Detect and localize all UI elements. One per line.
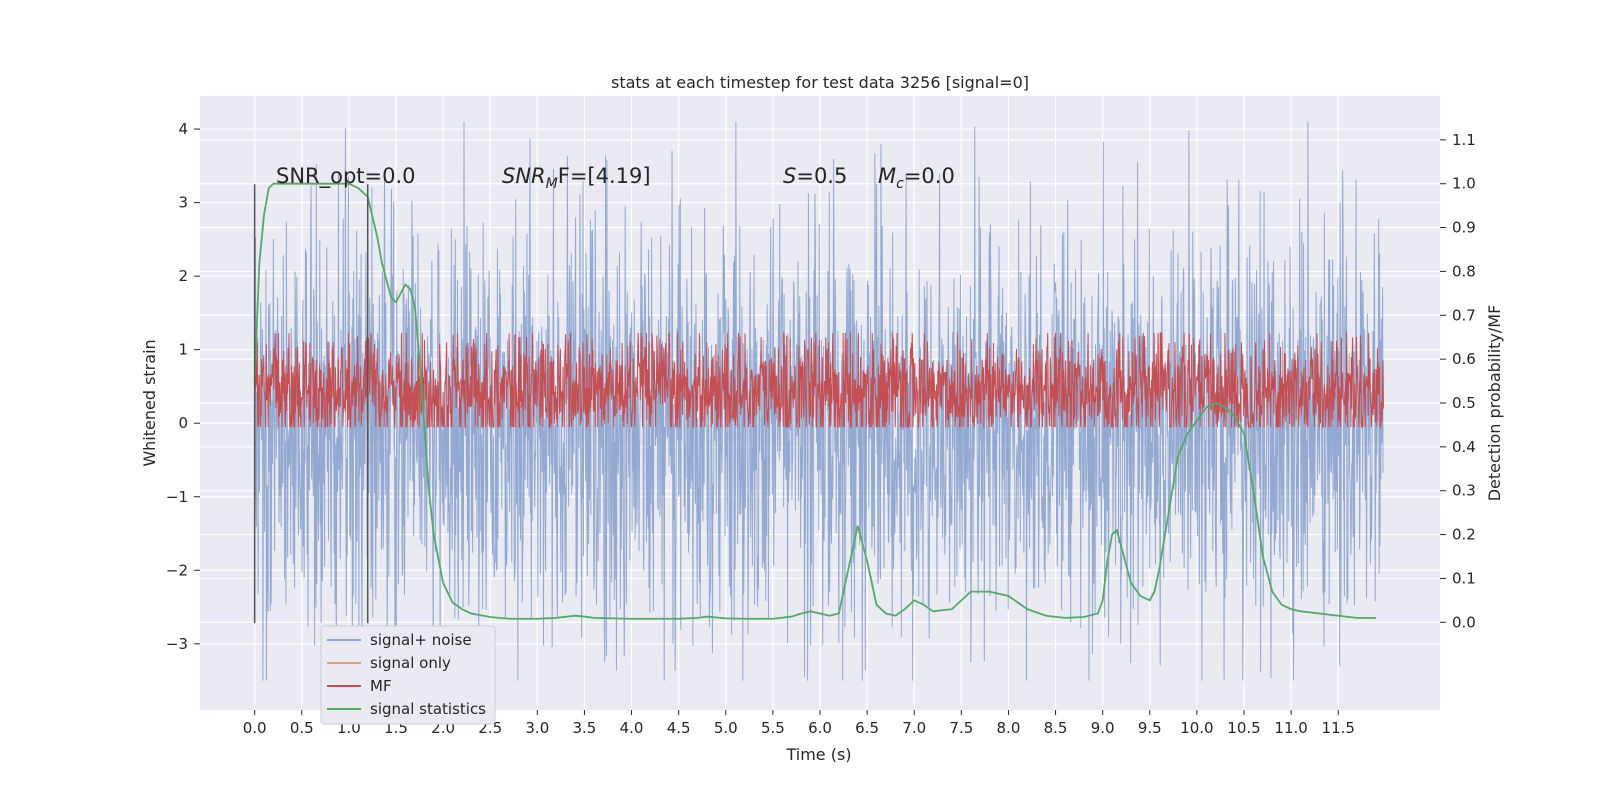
x-tick-label: 3.0 [525, 719, 549, 737]
x-tick-label: 3.5 [573, 719, 597, 737]
y-tick-label-left: 4 [178, 120, 188, 138]
y-tick-label-right: 0.8 [1452, 262, 1476, 280]
y-tick-label-right: 1.1 [1452, 131, 1476, 149]
x-tick-label: 0.5 [290, 719, 314, 737]
x-tick-label: 5.0 [714, 719, 738, 737]
x-tick-label: 8.0 [997, 719, 1021, 737]
series-signal-statistics [253, 182, 1376, 620]
y-tick-label-right: 0.0 [1452, 613, 1476, 631]
y-tick-label-right: 0.7 [1452, 306, 1476, 324]
legend-label-mf: MF [370, 677, 392, 695]
x-axis-label: Time (s) [785, 745, 851, 764]
x-tick-label: 4.5 [667, 719, 691, 737]
annotation-snr-opt: SNR_opt=0.0 [276, 164, 416, 189]
ticks: 0.0 0.5 1.0 1.5 2.0 2.5 3.0 3.5 4.0 4.5 5.0 5.5 6.0 6… [166, 120, 1476, 737]
annotation-s: S=0.5 [783, 164, 847, 188]
annotation-snr-mf-rest: F=[4.19] [558, 164, 651, 188]
annotation-s-rest: =0.5 [796, 164, 847, 188]
chart-title: stats at each timestep for test data 325… [611, 73, 1029, 92]
y-tick-label-right: 0.1 [1452, 569, 1476, 587]
x-tick-label: 0.0 [243, 719, 267, 737]
x-tick-label: 9.5 [1138, 719, 1162, 737]
x-tick-label: 6.5 [855, 719, 879, 737]
y-tick-label-right: 0.5 [1452, 394, 1476, 412]
y-tick-label-left: 1 [178, 341, 188, 359]
x-tick-label: 5.5 [761, 719, 785, 737]
legend-label-signal-only: signal only [370, 654, 451, 672]
annotation-mc: Mc=0.0 [878, 164, 955, 192]
plot-series [253, 121, 1384, 681]
y-axis-label-left: Whitened strain [140, 339, 159, 466]
y-tick-label-left: −1 [166, 488, 188, 506]
y-tick-label-left: 2 [178, 267, 188, 285]
y-tick-label-right: 0.3 [1452, 482, 1476, 500]
y-tick-label-right: 0.4 [1452, 438, 1476, 456]
x-tick-label: 4.0 [620, 719, 644, 737]
x-tick-label: 9.0 [1091, 719, 1115, 737]
x-tick-label: 7.0 [902, 719, 926, 737]
y-tick-label-right: 0.6 [1452, 350, 1476, 368]
y-tick-label-right: 0.9 [1452, 219, 1476, 237]
y-tick-label-left: −3 [166, 635, 188, 653]
x-tick-label: 11.0 [1274, 719, 1307, 737]
annotation-mc-sub: c [896, 176, 904, 192]
legend: signal+ noise signal only MF signal stat… [320, 625, 496, 725]
y-tick-label-left: 0 [178, 414, 188, 432]
x-tick-label: 6.0 [808, 719, 832, 737]
annotation-s-main: S [783, 164, 796, 188]
y-tick-label-left: −2 [166, 561, 188, 579]
annotation-snr-mf-sub: M [546, 176, 558, 192]
series-mf [254, 332, 1384, 429]
x-tick-label: 8.5 [1044, 719, 1068, 737]
legend-box [320, 625, 496, 725]
annotation-snr-mf-main: SNR [502, 164, 546, 188]
x-tick-label: 7.5 [949, 719, 973, 737]
legend-label-signal-noise: signal+ noise [370, 631, 472, 649]
x-tick-label: 11.5 [1322, 719, 1355, 737]
y-axis-label-right: Detection probability/MF [1485, 305, 1504, 502]
annotation-mc-rest: =0.0 [904, 164, 955, 188]
x-tick-label: 10.5 [1227, 719, 1260, 737]
annotation-snr-mf: SNRMF=[4.19] [502, 164, 651, 192]
annotation-mc-main: M [878, 164, 896, 188]
y-tick-label-right: 0.2 [1452, 526, 1476, 544]
x-tick-label: 10.0 [1180, 719, 1213, 737]
y-tick-label-left: 3 [178, 194, 188, 212]
y-tick-label-right: 1.0 [1452, 175, 1476, 193]
legend-label-signal-statistics: signal statistics [370, 700, 486, 718]
